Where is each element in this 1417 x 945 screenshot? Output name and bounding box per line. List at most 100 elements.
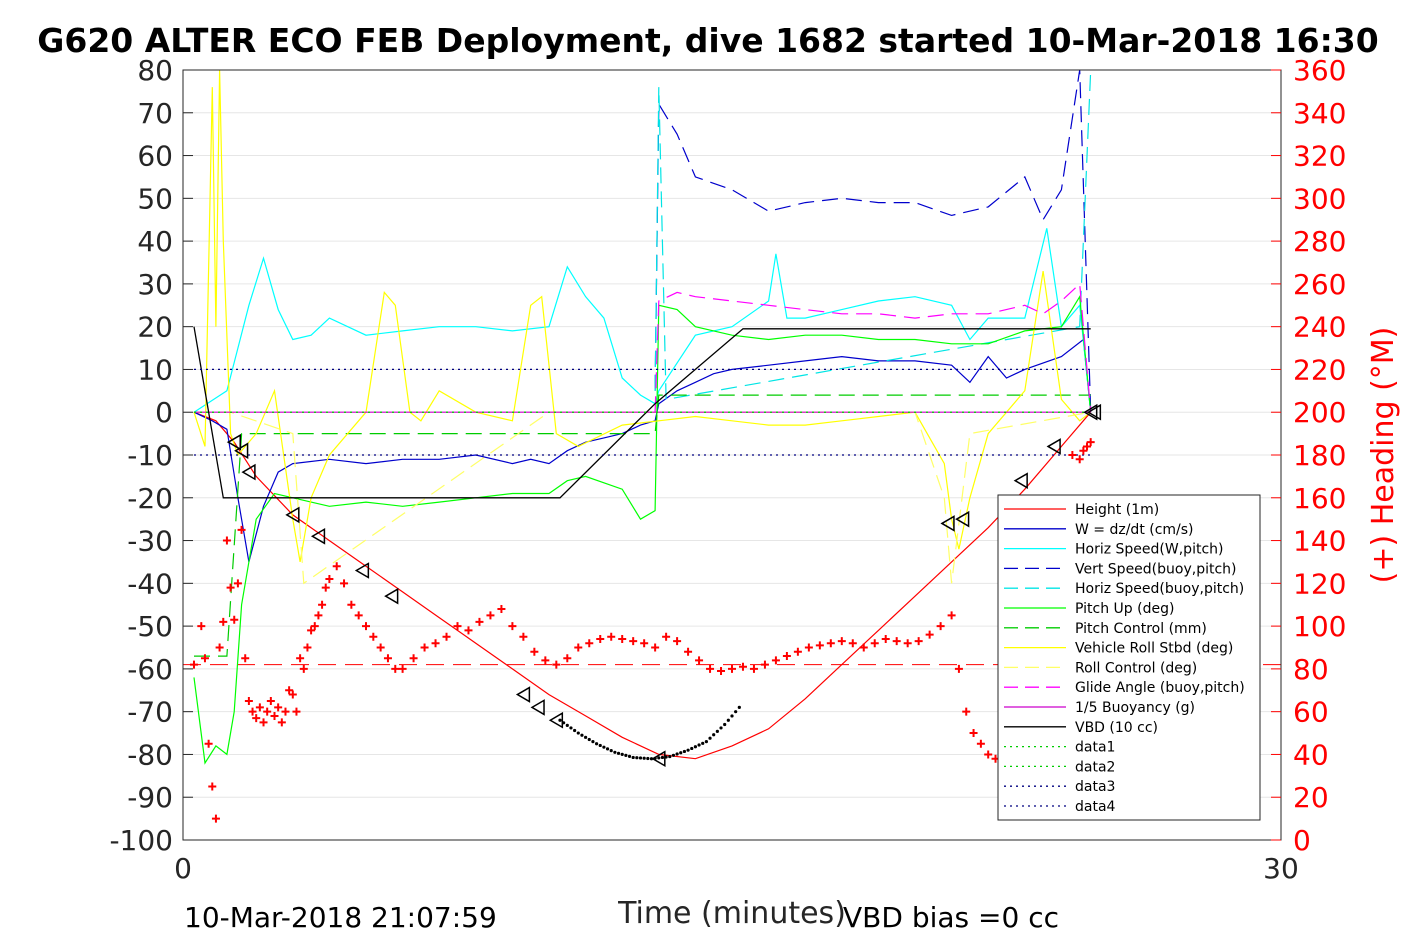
- heading-point: [453, 622, 462, 631]
- heading-point: [618, 634, 627, 643]
- heading-point: [307, 626, 316, 635]
- y-tick-label: -10: [127, 439, 173, 472]
- y2-tick-label: 340: [1293, 97, 1346, 130]
- y2-axis-ticks: 3603403203002802602402202001801601401201…: [1271, 54, 1346, 857]
- heading-point: [695, 656, 704, 665]
- heading-point: [640, 639, 649, 648]
- heading-point: [296, 654, 305, 663]
- heading-point: [252, 714, 261, 723]
- bottom-dot: [693, 745, 698, 749]
- heading-point: [519, 632, 528, 641]
- heading-point: [574, 643, 583, 652]
- heading-point: [881, 634, 890, 643]
- bottom-dot: [569, 726, 573, 730]
- heading-point: [299, 664, 308, 673]
- triangle-marker: [515, 686, 531, 703]
- y2-tick-label: 260: [1293, 268, 1346, 301]
- series-layer: [183, 69, 1281, 765]
- bottom-dot: [675, 752, 679, 756]
- y-tick-label: -50: [127, 610, 173, 643]
- y-tick-label: -100: [109, 824, 173, 857]
- heading-point: [760, 660, 769, 669]
- bottom-dot: [576, 731, 580, 735]
- series-line-7: [194, 394, 1091, 657]
- heading-point: [230, 615, 239, 624]
- triangle-marker: [651, 750, 666, 768]
- y2-tick-label: 240: [1293, 311, 1346, 344]
- y-tick-label: 0: [155, 396, 173, 429]
- bottom-dot: [682, 749, 687, 754]
- heading-point: [596, 634, 605, 643]
- heading-point: [420, 643, 429, 652]
- heading-point: [383, 654, 392, 663]
- heading-point: [815, 641, 824, 650]
- heading-point: [497, 605, 506, 613]
- y2-tick-label: 0: [1293, 824, 1311, 857]
- y-tick-label: 10: [137, 353, 173, 386]
- heading-point: [222, 536, 231, 545]
- y-tick-label: -80: [127, 738, 173, 771]
- triangle-marker: [285, 506, 300, 524]
- bottom-dot: [704, 740, 708, 744]
- heading-point: [398, 664, 407, 673]
- heading-point: [1075, 455, 1084, 464]
- triangle-marker: [548, 711, 564, 729]
- bottom-dot: [565, 723, 569, 727]
- legend-label: Horiz Speed(W,pitch): [1075, 542, 1223, 558]
- triangle-marker: [226, 433, 241, 451]
- y2-tick-label: 60: [1293, 696, 1329, 729]
- y2-tick-label: 320: [1293, 140, 1346, 173]
- y2-tick-label: 20: [1293, 781, 1329, 814]
- y-tick-label: -60: [127, 653, 173, 686]
- bottom-dot: [598, 743, 602, 748]
- y2-tick-label: 180: [1293, 439, 1346, 472]
- heading-point: [848, 639, 857, 648]
- legend-label: data4: [1075, 799, 1116, 815]
- heading-point: [947, 611, 956, 620]
- legend-label: data2: [1075, 759, 1115, 775]
- heading-point: [771, 656, 780, 665]
- heading-point: [837, 637, 846, 646]
- heading-point: [662, 632, 671, 641]
- triangle-marker: [1086, 403, 1102, 421]
- heading-point: [263, 707, 272, 716]
- triangle-marker: [1046, 438, 1061, 455]
- heading-point: [369, 632, 378, 641]
- heading-point: [431, 639, 440, 648]
- heading-point: [892, 637, 901, 646]
- heading-point: [321, 583, 330, 592]
- bottom-dot: [584, 735, 588, 739]
- bottom-dot: [591, 740, 595, 744]
- heading-point: [1083, 442, 1092, 451]
- footer-vbd-bias: VBD bias =0 cc: [843, 901, 1059, 934]
- series-line-3: [193, 228, 1092, 413]
- heading-point: [332, 562, 341, 571]
- heading-point: [244, 696, 253, 705]
- heading-point: [325, 575, 334, 584]
- bottom-dot: [646, 756, 650, 761]
- heading-point: [292, 707, 301, 716]
- heading-point: [1086, 438, 1095, 447]
- bottom-dot: [712, 733, 716, 737]
- x-axis-ticks: 0 30: [174, 830, 1299, 885]
- legend-label: Horiz Speed(buoy,pitch): [1075, 581, 1244, 597]
- heading-point: [541, 656, 550, 665]
- legend-label: Vert Speed(buoy,pitch): [1075, 561, 1237, 577]
- series-line-4: [654, 69, 1092, 413]
- bottom-dot: [723, 722, 727, 727]
- y2-tick-label: 40: [1293, 738, 1329, 771]
- y2-tick-label: 140: [1293, 525, 1346, 558]
- heading-point: [318, 600, 327, 609]
- heading-point: [717, 667, 726, 676]
- chart-title: G620 ALTER ECO FEB Deployment, dive 1682…: [37, 21, 1378, 60]
- bottom-dot: [587, 737, 591, 742]
- marker-layer: [189, 403, 1102, 823]
- heading-point: [728, 664, 736, 673]
- triangle-marker: [955, 510, 970, 528]
- triangle-marker: [1083, 403, 1098, 421]
- y-tick-label: -40: [127, 567, 173, 600]
- bottom-dot: [715, 729, 719, 733]
- bottom-dot: [726, 718, 730, 722]
- bottom-dot: [697, 743, 701, 747]
